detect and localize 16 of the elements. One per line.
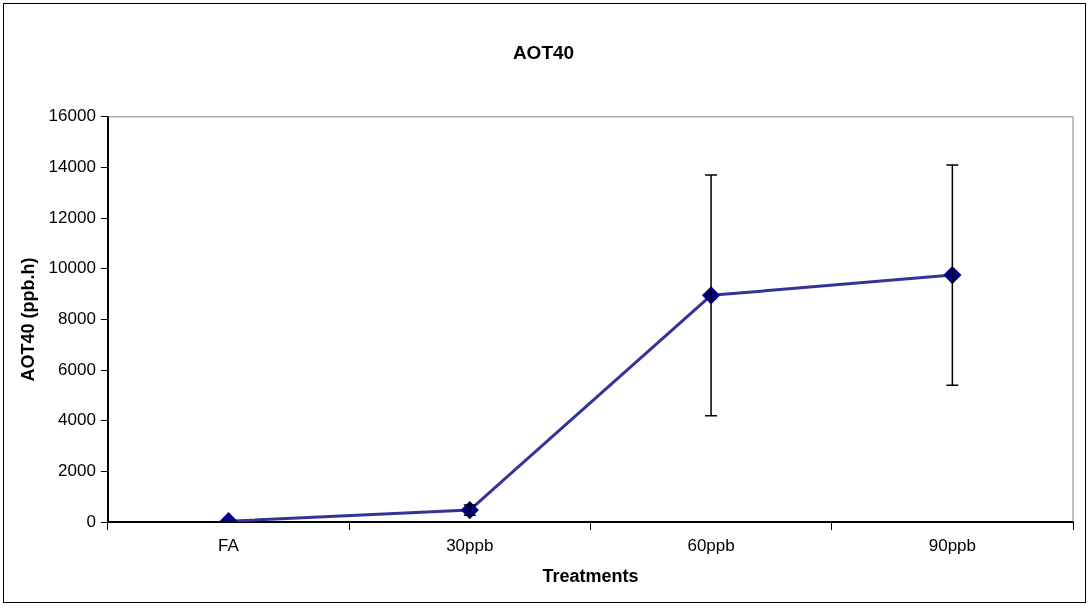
y-axis-title: AOT40 (ppb.h): [17, 257, 38, 382]
x-tick-label: 30ppb: [446, 535, 494, 555]
y-tick-label: 12000: [48, 207, 96, 227]
y-tick-label: 16000: [48, 106, 96, 126]
x-tick-label: FA: [218, 535, 240, 555]
y-tick-label: 6000: [58, 359, 96, 379]
x-axis-title: Treatments: [542, 566, 639, 587]
x-tick-label: 60ppb: [687, 535, 735, 555]
y-tick-label: 10000: [48, 258, 96, 278]
y-tick-label: 2000: [58, 461, 96, 481]
chart-title: AOT40: [512, 41, 575, 63]
x-tick-label: 90ppb: [928, 535, 976, 555]
y-tick-label: 14000: [48, 157, 96, 177]
y-tick-label: 0: [86, 511, 96, 531]
y-tick-label: 4000: [58, 410, 96, 430]
y-tick-label: 8000: [58, 309, 96, 329]
